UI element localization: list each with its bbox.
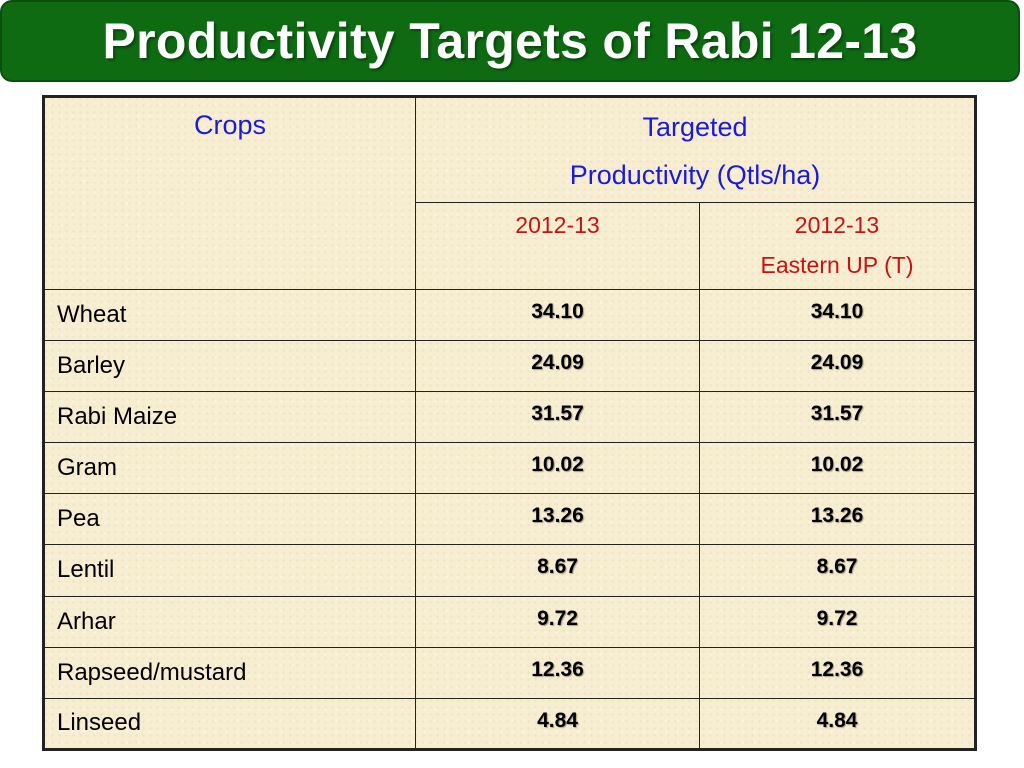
table-row: Lentil 8.67 8.67 [43,544,977,597]
target-2012-13-cell: 24.09 [415,339,700,392]
crop-name-cell: Wheat [43,288,416,341]
header-row-1: Crops Targeted Productivity (Qtls/ha) [43,95,977,290]
target-2012-13-cell: 31.57 [415,390,700,444]
col1-year-label: 2012-13 [515,212,600,239]
target-eastern-up-cell: 12.36 [698,646,977,699]
target-2012-13-cell: 34.10 [415,288,700,341]
table-row: Arhar 9.72 9.72 [43,595,977,648]
target-header-line2: Productivity (Qtls/ha) [569,160,821,191]
table-row: Linseed 4.84 4.84 [43,697,977,751]
target-eastern-up-cell: 24.09 [698,339,977,392]
target-header: Targeted Productivity (Qtls/ha) [414,95,977,204]
target-2012-13-cell: 8.67 [415,544,700,597]
crop-name-cell: Rapseed/mustard [43,646,416,699]
productivity-table: Crops Targeted Productivity (Qtls/ha) 20… [42,95,978,751]
header-row-2: 2012-13 2012-13 Eastern UP (T) [44,202,977,290]
slide-title: Productivity Targets of Rabi 12-13 [102,13,918,69]
target-2012-13-cell: 4.84 [415,697,700,751]
col2-year-header: 2012-13 Eastern UP (T) [698,202,977,290]
target-eastern-up-cell: 31.57 [698,390,977,444]
target-header-line1: Targeted [642,112,748,143]
table-row: Rabi Maize 31.57 31.57 [43,390,977,444]
crops-header: Crops [43,96,416,290]
table-row: Gram 10.02 10.02 [43,442,977,495]
target-2012-13-cell: 9.72 [415,595,700,648]
crop-name-cell: Rabi Maize [43,390,416,444]
crop-name-cell: Gram [43,442,416,495]
crops-header-label: Crops [193,110,267,140]
table-container: Crops Targeted Productivity (Qtls/ha) 20… [42,95,978,751]
title-banner: Productivity Targets of Rabi 12-13 [0,0,1020,82]
col2-sub-label: Eastern UP (T) [760,252,914,279]
col1-year-header: 2012-13 [415,202,700,290]
crop-name-cell: Arhar [43,595,416,648]
target-eastern-up-cell: 9.72 [698,595,977,648]
table-row: Rapseed/mustard 12.36 12.36 [43,646,977,699]
target-eastern-up-cell: 4.84 [698,697,977,751]
crop-name-cell: Lentil [43,544,416,597]
table-row: Barley 24.09 24.09 [43,339,977,392]
crop-name-cell: Barley [43,339,416,392]
target-2012-13-cell: 10.02 [415,442,700,495]
target-eastern-up-cell: 8.67 [698,544,977,597]
table-row: Pea 13.26 13.26 [43,493,977,546]
target-eastern-up-cell: 34.10 [698,288,977,341]
target-eastern-up-cell: 10.02 [698,442,977,495]
crop-name-cell: Linseed [43,697,416,751]
table-row: Wheat 34.10 34.10 [43,288,977,341]
crop-name-cell: Pea [43,493,416,546]
target-2012-13-cell: 13.26 [415,493,700,546]
target-2012-13-cell: 12.36 [415,646,700,699]
col2-year-label: 2012-13 [794,212,880,239]
target-eastern-up-cell: 13.26 [698,493,977,546]
